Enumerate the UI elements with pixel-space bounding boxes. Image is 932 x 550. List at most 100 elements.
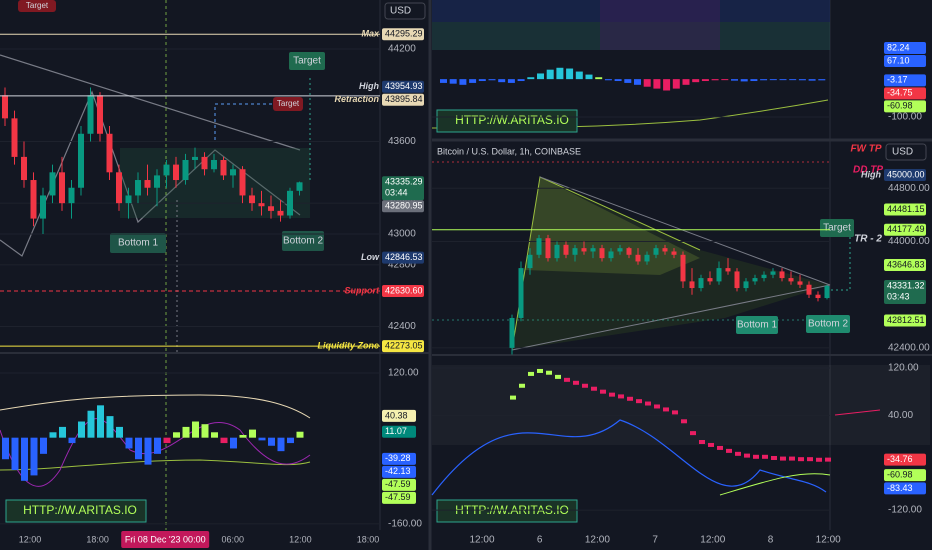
candle-body <box>87 95 94 134</box>
histogram-bar <box>643 79 651 87</box>
candle-body <box>249 195 255 204</box>
price-tag-label: 43895.84 <box>385 94 423 104</box>
histogram-bar <box>163 437 171 444</box>
x-tick-label: 12:00 <box>585 535 610 546</box>
oscillator-dot <box>789 456 795 461</box>
signal-line <box>719 473 831 496</box>
x-tick-label: 18:00 <box>86 534 109 544</box>
oscillator-dot <box>771 455 777 460</box>
price-tag-label: 40.38 <box>385 410 408 420</box>
price-tag-label: 11.07 <box>385 426 407 436</box>
price-tag-label: -60.98 <box>887 101 913 111</box>
price-tag-name: Support <box>345 285 380 295</box>
histogram-bar <box>116 426 123 438</box>
histogram-bar <box>106 416 114 438</box>
annotation: Target <box>26 1 49 10</box>
oscillator-dot <box>825 457 831 462</box>
price-tag-label: 42273.05 <box>385 340 423 350</box>
candle-body <box>144 180 151 188</box>
price-tag-label: 45000.00 <box>887 169 925 179</box>
histogram-bar <box>97 405 104 438</box>
candle-body <box>608 251 614 259</box>
price-tag <box>382 452 416 465</box>
oscillator-dot <box>618 394 624 399</box>
candle-body <box>788 278 794 282</box>
candle-body <box>563 244 569 255</box>
histogram-bar <box>624 79 632 83</box>
price-tag <box>382 284 424 297</box>
oscillator-dot <box>816 457 822 462</box>
histogram-bar <box>507 79 515 83</box>
currency: USD <box>390 6 411 17</box>
candle-body <box>239 169 246 196</box>
annotation: TR - 2 <box>854 234 882 245</box>
candle-body <box>671 251 677 255</box>
currency-button[interactable] <box>885 143 927 161</box>
annotation: Target <box>293 56 321 67</box>
price-tag-label: 43335.29 <box>385 177 423 187</box>
histogram-bar <box>653 79 661 89</box>
candle-body <box>277 210 284 216</box>
histogram-bar <box>575 71 583 80</box>
price-tag-label: 43331.32 <box>887 280 925 290</box>
histogram-bar <box>537 73 544 80</box>
y-tick-label: 120.00 <box>888 363 919 374</box>
histogram-bar <box>604 79 612 81</box>
histogram-bar <box>258 437 266 441</box>
y-tick-label: 44000.00 <box>888 236 930 247</box>
candle-body <box>545 238 551 259</box>
price-tag <box>382 93 424 106</box>
candle-body <box>626 248 632 255</box>
histogram-bar <box>40 437 47 454</box>
histogram-bar <box>517 79 525 82</box>
oscillator-dot <box>690 431 696 436</box>
candle-body <box>11 118 18 157</box>
histogram-bar <box>144 437 152 465</box>
price-tag-label: 67.10 <box>887 55 910 65</box>
price-tag-label: 43954.93 <box>385 81 423 91</box>
y-tick-label: 43600 <box>388 136 416 147</box>
oscillator-dot <box>573 380 579 385</box>
candle-body <box>287 190 293 216</box>
oscillator-dot <box>645 401 651 406</box>
histogram-bar <box>230 437 237 449</box>
candle-body <box>163 164 170 176</box>
price-tag <box>382 491 416 504</box>
label-box <box>736 316 778 334</box>
histogram-bar <box>779 79 787 81</box>
price-tag <box>382 176 424 201</box>
currency: USD <box>892 147 913 158</box>
price-tag-label: -42.13 <box>385 466 411 476</box>
candle-body <box>125 195 132 204</box>
trend-line <box>539 176 831 286</box>
histogram-bar <box>49 432 57 438</box>
candle-body <box>644 254 650 262</box>
trend-line <box>511 284 831 351</box>
price-tag <box>884 74 926 87</box>
candle-body <box>716 268 722 282</box>
band-line <box>0 459 311 471</box>
histogram-bar <box>769 79 777 81</box>
price-tag <box>884 258 926 271</box>
histogram-bar <box>498 79 506 83</box>
price-tag-sub: 03:44 <box>385 188 408 198</box>
price-tag <box>884 169 926 181</box>
currency-button[interactable] <box>384 2 426 20</box>
candle-body <box>572 248 578 255</box>
price-tag <box>382 465 416 478</box>
oscillator-dot <box>591 386 597 391</box>
price-tag <box>884 279 926 304</box>
histogram-bar <box>220 437 228 444</box>
signal-line <box>0 418 311 487</box>
x-tick-label: Fri 08 Dec '23 00:00 <box>125 534 206 544</box>
candle-body <box>49 172 56 196</box>
triangle <box>512 177 830 350</box>
price-tag-label: 43280.95 <box>385 201 423 211</box>
candle-body <box>815 294 821 299</box>
candle-body <box>707 278 713 282</box>
annotation: Bottom 1 <box>737 320 777 331</box>
chart-title: Bitcoin / U.S. Dollar, 1h, COINBASE <box>437 146 581 156</box>
histogram-bar <box>663 79 671 91</box>
